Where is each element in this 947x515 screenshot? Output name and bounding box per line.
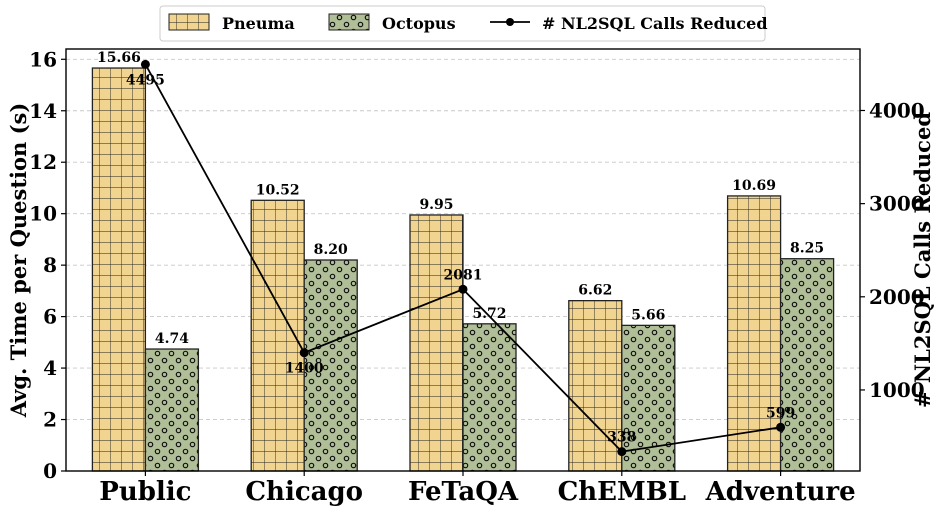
- bar-value-label: 9.95: [419, 197, 453, 213]
- y-right-tick-label: 1000: [869, 378, 925, 402]
- bar-value-label: 10.52: [256, 182, 300, 198]
- line-marker-chembl: [617, 447, 627, 457]
- y-tick-label: 8: [43, 253, 57, 277]
- bar-pneuma-public: [91, 67, 147, 472]
- data-labels: 15.66 10.52 9.95 6.62 10.69 4.74 8.20 5.72 5.66 8…: [97, 50, 824, 446]
- y-axis-title: Avg. Time per Question (s): [6, 103, 31, 419]
- line-marker-chicago: [299, 348, 309, 358]
- axes: 0 2 4 6 8 10 12 14 16 1000 2000 3000 4000 Public Chica…: [29, 47, 925, 507]
- y-tick-label: 10: [29, 202, 57, 226]
- x-tick-label: FeTaQA: [408, 477, 519, 507]
- bar-octopus-fetaqa: [462, 323, 517, 472]
- legend: Pneuma Octopus # NL2SQL Calls Reduced: [159, 5, 768, 42]
- bar-pneuma-chicago: [250, 199, 305, 472]
- line-marker-public: [140, 59, 150, 69]
- bar-value-label: 8.20: [314, 242, 348, 258]
- x-tick-label: Chicago: [245, 477, 363, 507]
- bar-value-label: 10.69: [732, 178, 776, 194]
- line-value-label: 338: [607, 430, 636, 446]
- bars: [91, 67, 835, 472]
- bar-pneuma-adventure: [726, 195, 782, 472]
- y-tick-label: 14: [29, 99, 57, 123]
- bar-pneuma-fetaqa: [409, 214, 464, 472]
- legend-line-marker: [506, 18, 514, 26]
- y-tick-label: 2: [43, 408, 57, 432]
- y-tick-label: 6: [43, 305, 57, 329]
- y-right-tick-label: 2000: [869, 285, 925, 309]
- x-tick-label: ChEMBL: [558, 477, 686, 507]
- bar-value-label: 15.66: [97, 50, 141, 66]
- bar-value-label: 5.72: [472, 306, 506, 322]
- bar-value-label: 6.62: [578, 283, 612, 299]
- bar-octopus-chicago: [303, 259, 358, 472]
- legend-swatch-octopus: [328, 13, 370, 31]
- y-right-tick-label: 4000: [869, 98, 925, 122]
- legend-swatch-pneuma: [168, 13, 210, 31]
- y-tick-label: 0: [43, 459, 57, 483]
- y-tick-label: 4: [43, 356, 57, 380]
- legend-label-pneuma: Pneuma: [222, 14, 295, 33]
- y-tick-label: 12: [29, 150, 57, 174]
- line-value-label: 2081: [444, 267, 483, 283]
- x-tick-label: Adventure: [705, 477, 856, 507]
- line-value-label: 1400: [285, 361, 324, 377]
- line-value-label: 599: [766, 405, 795, 421]
- line-value-label: 4495: [126, 72, 165, 88]
- x-tick-label: Public: [99, 477, 191, 507]
- legend-label-line: # NL2SQL Calls Reduced: [542, 14, 768, 33]
- bar-value-label: 5.66: [631, 307, 665, 323]
- legend-frame: [159, 5, 766, 42]
- bar-value-label: 4.74: [155, 331, 189, 347]
- line-series: [140, 59, 786, 457]
- bar-octopus-chembl: [621, 324, 676, 472]
- y-axis-right-title: # NL2SQL Calls Reduced: [910, 112, 935, 408]
- y-tick-label: 16: [29, 47, 57, 71]
- bar-value-label: 8.25: [790, 241, 824, 257]
- legend-label-octopus: Octopus: [382, 14, 456, 33]
- bar-octopus-public: [144, 348, 200, 472]
- y-right-tick-label: 3000: [869, 192, 925, 216]
- bar-octopus-adventure: [779, 258, 835, 472]
- line-marker-adventure: [776, 422, 786, 432]
- line-marker-fetaqa: [458, 284, 468, 294]
